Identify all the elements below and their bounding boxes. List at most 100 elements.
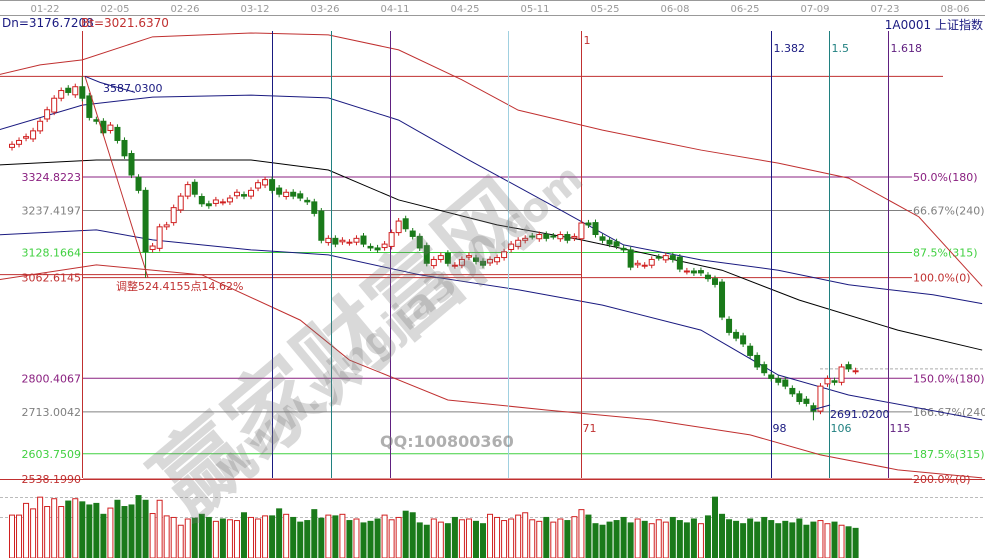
low-pointer	[811, 404, 831, 411]
volume-bar	[219, 518, 226, 558]
low-price-label: 2691.0200	[830, 408, 890, 421]
candle-body	[824, 377, 831, 385]
volume-bar	[803, 524, 810, 558]
candle-body	[592, 222, 599, 236]
volume-bar	[339, 513, 346, 558]
candle-body	[184, 184, 191, 197]
volume-bar	[494, 516, 501, 558]
volume-bar	[318, 517, 325, 558]
fib-percent-label: 166.67%(240)	[913, 406, 985, 419]
candle-body	[86, 95, 93, 118]
candle-body	[93, 119, 100, 122]
candle-body	[297, 193, 304, 199]
candle-body	[353, 237, 360, 243]
volume-bar	[704, 515, 711, 558]
candle-body	[44, 109, 51, 120]
candle-body	[536, 234, 543, 240]
candle-body	[163, 224, 170, 228]
candle-body	[325, 237, 332, 244]
volume-bar	[395, 516, 402, 558]
candle-body	[487, 258, 494, 264]
candle-body	[578, 222, 585, 240]
candle-body	[367, 245, 374, 249]
x-tick-label: 04-25	[450, 4, 479, 15]
candle-body	[30, 130, 37, 140]
volume-bar	[620, 516, 627, 558]
candle-body	[388, 232, 395, 247]
candle-body	[768, 374, 775, 379]
candle-body	[311, 201, 318, 214]
candle-body	[719, 281, 726, 318]
band-line	[0, 229, 983, 421]
volume-bar	[782, 520, 789, 558]
volume-bar	[163, 515, 170, 558]
volume-bar	[719, 513, 726, 558]
volume-bar	[550, 521, 557, 558]
volume-bar	[831, 521, 838, 558]
volume-bar	[683, 522, 690, 558]
volume-bar	[233, 520, 240, 558]
volume-bar	[768, 520, 775, 558]
volume-bar	[51, 498, 58, 558]
candle-body	[374, 247, 381, 251]
x-tick-label: 06-08	[660, 4, 689, 15]
volume-bar	[262, 515, 269, 558]
volume-bar	[114, 499, 121, 558]
candle-body	[240, 194, 247, 197]
candle-body	[191, 181, 198, 195]
candle-body	[58, 90, 65, 99]
volume-bar	[487, 513, 494, 558]
candle-body	[529, 235, 536, 238]
volume-bar	[44, 506, 51, 558]
candle-body	[641, 264, 648, 267]
candle-body	[381, 243, 388, 249]
x-tick-label: 02-05	[100, 4, 129, 15]
candle-body	[79, 86, 86, 99]
volume-bar	[240, 512, 247, 558]
volume-bar	[592, 523, 599, 558]
volume-bar	[311, 509, 318, 558]
volume-bar	[522, 512, 529, 558]
price-level-label: 3128.1664	[22, 246, 82, 259]
candle-body	[451, 264, 458, 267]
x-tick-label: 05-11	[520, 4, 549, 15]
volume-bar	[810, 521, 817, 558]
volume-bar	[86, 504, 93, 558]
volume-bar	[30, 508, 37, 558]
volume-bar	[248, 516, 255, 558]
volume-bar	[613, 520, 620, 558]
candle-body	[423, 245, 430, 264]
x-tick-label: 02-26	[170, 4, 199, 15]
volume-bar	[472, 520, 479, 558]
high-price-label: 3587.0300	[103, 82, 163, 95]
candle-body	[318, 210, 325, 241]
candle-body	[726, 318, 733, 333]
candle-body	[142, 189, 149, 253]
candle-body	[494, 257, 501, 263]
fib-percent-label: 50.0%(180)	[913, 171, 978, 184]
volume-bar	[852, 527, 859, 558]
candle-body	[226, 197, 233, 203]
volume-bar	[269, 515, 276, 558]
volume-bar	[332, 515, 339, 558]
volume-bar	[697, 523, 704, 558]
x-tick-label: 07-09	[800, 4, 829, 15]
volume-bar	[508, 518, 515, 558]
candle-body	[135, 176, 142, 191]
candle-body	[648, 258, 655, 266]
volume-bar	[128, 504, 135, 558]
volume-bar	[353, 518, 360, 558]
volume-bar	[451, 516, 458, 558]
volume-bar	[198, 513, 205, 558]
band-line	[0, 94, 983, 305]
fib-percent-label: 66.67%(240)	[913, 205, 985, 218]
candle-body	[409, 230, 416, 237]
x-tick-label: 01-22	[30, 4, 59, 15]
volume-bar	[599, 524, 606, 558]
candle-body	[16, 139, 23, 145]
candle-body	[416, 235, 423, 249]
volume-bar	[184, 518, 191, 558]
candle-body	[838, 366, 845, 383]
volume-bar	[423, 524, 430, 558]
volume-bar	[177, 524, 184, 558]
